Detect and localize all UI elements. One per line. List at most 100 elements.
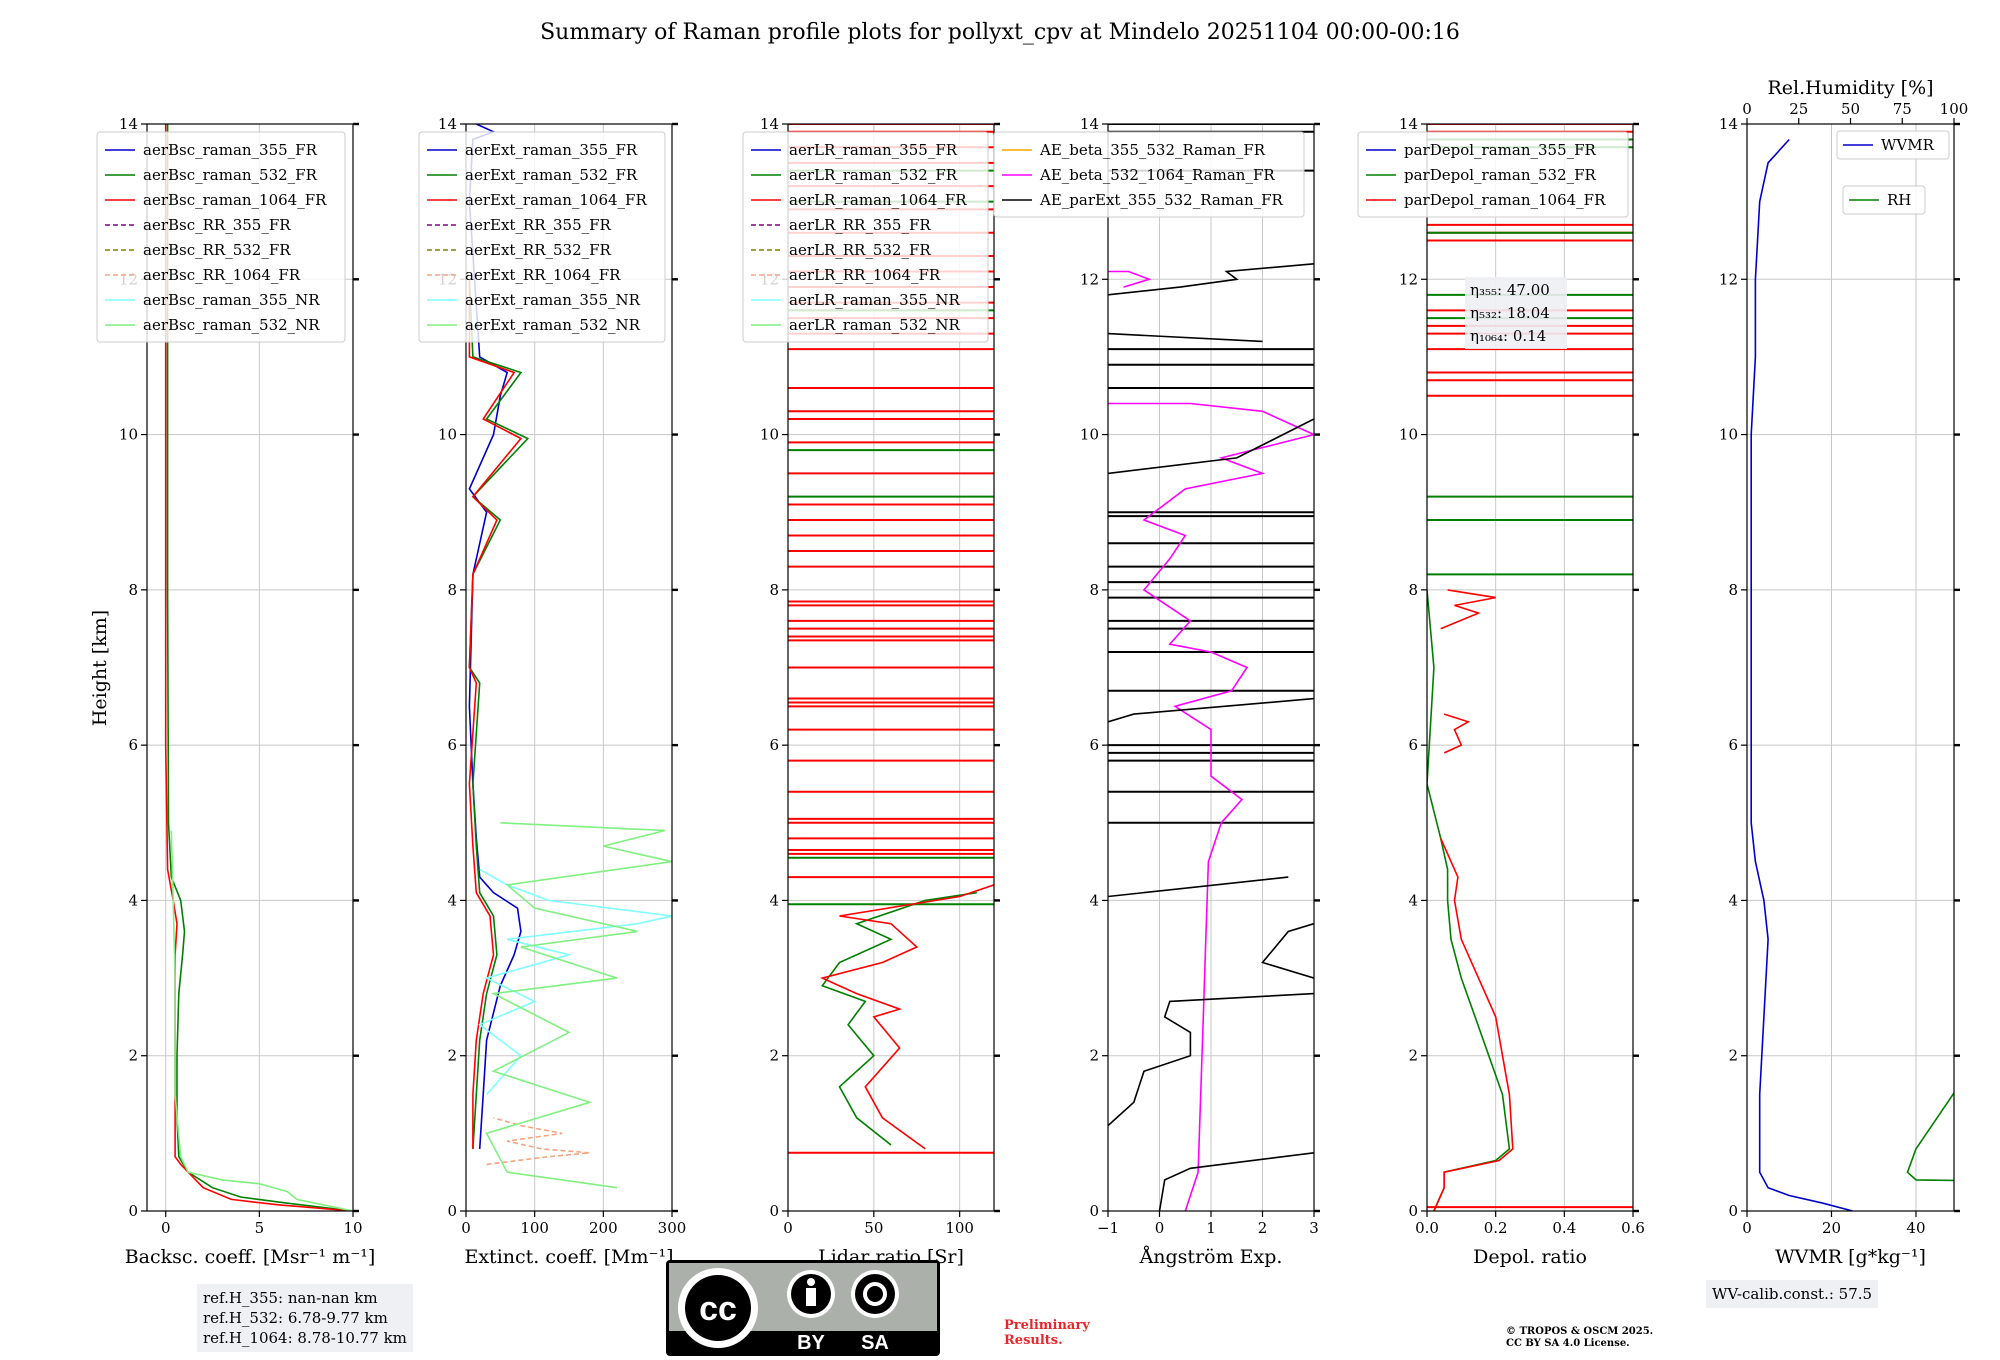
legend-entry: aerExt_raman_1064_FR (465, 191, 647, 209)
legend-entry: RH (1887, 191, 1911, 209)
wv-calibration-text: WV-calib.const.: 57.5 (1712, 1285, 1873, 1303)
x-tick-label: 2 (1258, 1219, 1268, 1237)
legend-entry: aerBsc_raman_355_FR (143, 141, 318, 159)
y-tick-label: 4 (447, 891, 457, 909)
plot-area (1750, 138, 1954, 1211)
legend-entry: aerLR_RR_532_FR (789, 241, 931, 259)
y-tick-label: 2 (769, 1047, 779, 1065)
y-tick-label: 4 (769, 891, 779, 909)
preliminary-line-1: Preliminary (1004, 1318, 1090, 1333)
panel-backscatter: 024681012140510Backsc. coeff. [Msr⁻¹ m⁻¹… (96, 115, 375, 1268)
cc-license-badge: cc BY SA (666, 1260, 940, 1356)
y-tick-label: 6 (769, 736, 779, 754)
legend-box (1842, 185, 1926, 215)
y-tick-label: 6 (447, 736, 457, 754)
y-tick-label: 14 (438, 115, 457, 133)
x-tick-label: 0 (1742, 1219, 1752, 1237)
legend-lidar_ratio: aerLR_raman_355_FR aerLR_raman_532_FR aerL… (742, 131, 989, 343)
x-axis-label: Depol. ratio (1473, 1246, 1587, 1268)
legend-entry: parDepol_raman_355_FR (1404, 141, 1597, 159)
cc-license-graphic: cc BY SA (669, 1263, 937, 1354)
by-icon-body (806, 1288, 816, 1306)
ref-height-1064: ref.H_1064: 8.78-10.77 km (203, 1329, 407, 1347)
preliminary-line-2: Results. (1004, 1333, 1063, 1348)
legend-entry: aerExt_raman_532_FR (465, 166, 638, 184)
y-tick-label: 4 (128, 891, 138, 909)
series-AE_parExt_355_532_Raman_FR_c (1108, 876, 1289, 898)
y-tick-label: 8 (128, 581, 138, 599)
eta-box (1465, 277, 1567, 349)
y-tick-label: 2 (1728, 1047, 1738, 1065)
series-AE_parExt_355_532_Raman_FR_b (1261, 922, 1314, 979)
series-AE_parExt_355_532_Raman_FR_f (1108, 263, 1314, 296)
y-tick-label: 10 (760, 426, 779, 444)
y-tick-label: 6 (1089, 736, 1099, 754)
x-axis-label: Ångström Exp. (1139, 1246, 1283, 1268)
series-AE_beta_532_1064_Raman_FR_b (1108, 270, 1152, 288)
eta-value: η₃₅₅: 47.00 (1470, 281, 1550, 299)
y-tick-label: 2 (128, 1047, 138, 1065)
y-tick-label: 2 (1089, 1047, 1099, 1065)
legend-entry: WVMR (1881, 136, 1935, 154)
y-tick-label: 12 (1399, 270, 1418, 288)
wv-calibration-box: WV-calib.const.: 57.5 (1706, 1280, 1879, 1308)
legend-entry: aerLR_raman_355_NR (789, 291, 960, 309)
series-aerLR_raman_1064_FR (819, 884, 994, 1150)
legend-entry: parDepol_raman_532_FR (1404, 166, 1597, 184)
x-tick-label: 0.6 (1621, 1219, 1645, 1237)
legend-entry: AE_beta_532_1064_Raman_FR (1039, 166, 1275, 184)
legend-entry: AE_parExt_355_532_Raman_FR (1039, 191, 1284, 209)
x-tick-label: 0.4 (1552, 1219, 1576, 1237)
legend-entry: AE_beta_355_532_Raman_FR (1039, 141, 1266, 159)
x-tick-label: 200 (589, 1219, 618, 1237)
y-tick-label: 10 (438, 426, 457, 444)
series-AE_parExt_355_532_Raman_FR_h (1108, 418, 1314, 475)
legend-box (96, 131, 346, 343)
x-tick-label: 0 (161, 1219, 171, 1237)
eta-annotations: η₃₅₅: 47.00 η₅₃₂: 18.04 η₁₀₆₄: 0.14 (1465, 277, 1567, 349)
sa-icon-inner (855, 1274, 895, 1314)
panel-frame (146, 123, 354, 1212)
panel-lidar_ratio: 02468101214050100Lidar ratio [Sr]aerLR_r… (742, 115, 1000, 1268)
y-tick-label: 6 (1728, 736, 1738, 754)
series-aerExt_raman_532_FR (468, 279, 530, 1149)
y-tick-label: 12 (1080, 270, 1099, 288)
top-x-axis-label: Rel.Humidity [%] (1767, 77, 1933, 99)
reference-heights-box: ref.H_355: nan-nan km ref.H_532: 6.78-9.… (197, 1284, 413, 1352)
sa-icon-arrow (863, 1282, 887, 1306)
series-RH (1906, 1091, 1954, 1182)
panel-frame (787, 123, 995, 1212)
y-tick-label: 6 (1408, 736, 1418, 754)
y-tick-label: 8 (1089, 581, 1099, 599)
copyright-line-2: CC BY SA 4.0 License. (1506, 1338, 1630, 1349)
legend-box (1836, 130, 1950, 160)
legend-entry: aerBsc_raman_532_FR (143, 166, 318, 184)
series-parDepol_raman_1064_FR_c (1440, 589, 1496, 630)
top-x-tick-label: 50 (1841, 100, 1860, 118)
top-x-tick-label: 0 (1742, 100, 1752, 118)
panel-frame (1746, 123, 1955, 1212)
legend-entry: aerExt_raman_355_FR (465, 141, 638, 159)
legend-entry: aerLR_RR_355_FR (789, 216, 931, 234)
copyright-line-1: © TROPOS & OSCM 2025. (1506, 1326, 1654, 1337)
y-tick-label: 8 (1408, 581, 1418, 599)
legend-angstrom: AE_beta_355_532_Raman_FR AE_beta_532_1064… (993, 131, 1305, 218)
y-tick-label: 0 (1408, 1202, 1418, 1220)
x-tick-label: 300 (658, 1219, 687, 1237)
series-parDepol_raman_1064_FR (1433, 837, 1514, 1211)
legend-entry: aerBsc_RR_532_FR (143, 241, 291, 259)
legend-box (993, 131, 1305, 218)
series-aerBsc_raman_532_FR (166, 124, 353, 1211)
sa-label: SA (861, 1332, 889, 1354)
cc-logo-text: cc (699, 1290, 737, 1328)
legend-entry: parDepol_raman_1064_FR (1404, 191, 1606, 209)
y-tick-label: 6 (128, 736, 138, 754)
y-tick-label: 2 (1408, 1047, 1418, 1065)
top-x-tick-label: 75 (1893, 100, 1912, 118)
y-axis-label: Height [km] (89, 610, 111, 726)
x-tick-label: 0 (461, 1219, 471, 1237)
panel-frame (465, 123, 673, 1212)
